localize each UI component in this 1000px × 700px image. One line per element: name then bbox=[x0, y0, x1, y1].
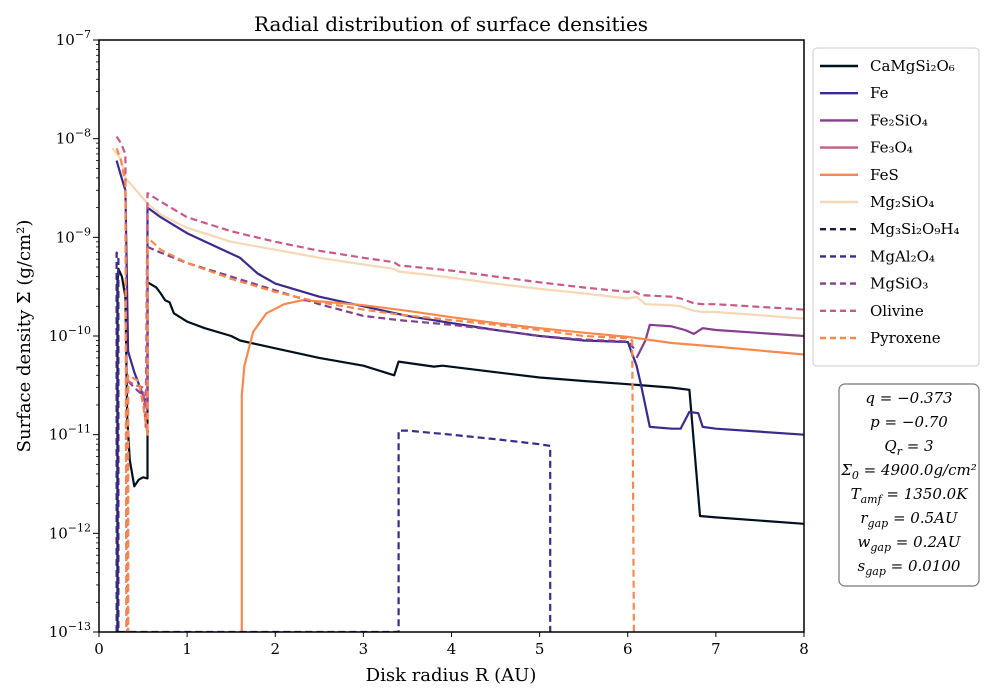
legend-label: FeS bbox=[870, 166, 899, 184]
param-line: rgap = 0.5AU bbox=[860, 509, 959, 530]
series-line-10 bbox=[115, 147, 635, 632]
series-line-1 bbox=[115, 160, 804, 436]
param-line: wgap = 0.2AU bbox=[858, 533, 962, 554]
x-axis-label: Disk radius R (AU) bbox=[366, 665, 537, 686]
x-tick-label: 4 bbox=[447, 640, 457, 658]
legend: CaMgSi₂O₆ Fe Fe₂SiO₄ Fe₃O₄ FeS Mg₂SiO₄ Mg₃Si₂O… bbox=[820, 57, 959, 347]
params-annotation: q = −0.373 p = −0.70 Qr = 3 Σ0 = 4900.0g/cm… bbox=[840, 389, 977, 578]
y-axis: 10−13 10−12 10−11 10−10 10−9 10−8 10−7 bbox=[49, 28, 99, 641]
series-line-7 bbox=[115, 251, 552, 632]
y-tick-label: 10−8 bbox=[56, 127, 91, 148]
x-tick-label: 5 bbox=[535, 640, 545, 658]
y-tick-label: 10−11 bbox=[49, 423, 91, 444]
legend-label: MgAl₂O₄ bbox=[870, 247, 935, 265]
param-line: q = −0.373 bbox=[865, 389, 952, 407]
x-axis: 0 1 2 3 4 5 6 7 8 bbox=[94, 632, 809, 658]
x-tick-label: 8 bbox=[799, 640, 809, 658]
y-tick-label: 10−7 bbox=[56, 28, 91, 49]
chart-title: Radial distribution of surface densities bbox=[254, 12, 648, 36]
legend-box bbox=[812, 47, 980, 367]
param-line: p = −0.70 bbox=[870, 413, 948, 431]
legend-label: Olivine bbox=[870, 302, 924, 320]
series-line-4 bbox=[240, 299, 804, 632]
param-line: Qr = 3 bbox=[884, 437, 933, 458]
series-layer bbox=[111, 135, 804, 632]
y-axis-label: Surface density Σ (g/cm²) bbox=[14, 220, 35, 453]
x-tick-label: 6 bbox=[623, 640, 633, 658]
series-line-9 bbox=[115, 135, 804, 632]
param-line: Tamf = 1350.0K bbox=[851, 485, 969, 506]
series-line-0 bbox=[116, 267, 804, 632]
x-tick-label: 1 bbox=[182, 640, 192, 658]
y-tick-label: 10−12 bbox=[49, 521, 91, 542]
legend-label: Mg₂SiO₄ bbox=[870, 193, 934, 211]
x-tick-label: 7 bbox=[711, 640, 721, 658]
y-tick-label: 10−13 bbox=[49, 620, 91, 641]
legend-label: Mg₃Si₂O₉H₄ bbox=[870, 220, 959, 238]
param-line: sgap = 0.0100 bbox=[858, 557, 961, 578]
x-tick-label: 0 bbox=[94, 640, 104, 658]
legend-label: Fe₃O₄ bbox=[870, 139, 913, 157]
y-tick-label: 10−9 bbox=[56, 225, 91, 246]
legend-label: Fe bbox=[870, 84, 889, 102]
plot-frame bbox=[98, 39, 805, 633]
x-tick-label: 2 bbox=[270, 640, 280, 658]
param-line: Σ0 = 4900.0g/cm² bbox=[840, 461, 977, 482]
params-box bbox=[838, 383, 980, 587]
x-tick-label: 3 bbox=[359, 640, 369, 658]
series-line-2 bbox=[635, 323, 804, 359]
legend-label: CaMgSi₂O₆ bbox=[870, 57, 955, 75]
y-tick-label: 10−10 bbox=[49, 324, 91, 345]
legend-label: MgSiO₃ bbox=[870, 275, 928, 293]
legend-label: Fe₂SiO₄ bbox=[870, 111, 928, 129]
series-line-5 bbox=[111, 147, 804, 320]
legend-label: Pyroxene bbox=[870, 329, 941, 347]
